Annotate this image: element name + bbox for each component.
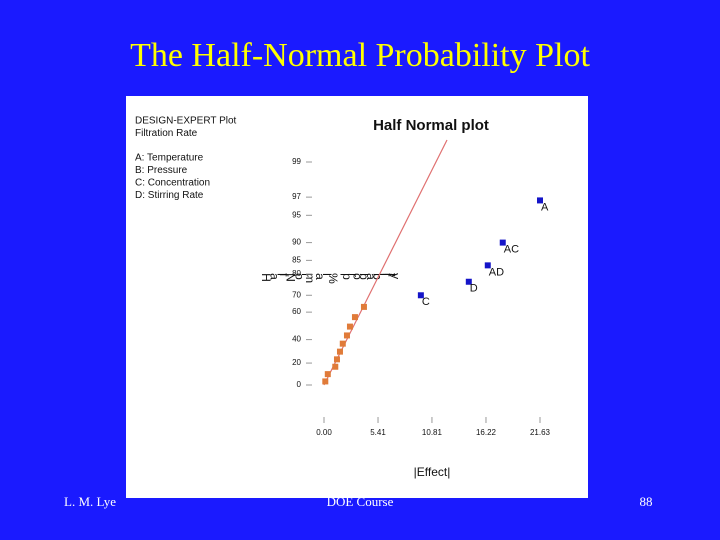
point-label: AD (489, 266, 504, 278)
point-label: C (422, 296, 430, 308)
point (339, 340, 346, 347)
y-tick-label: 99 (292, 157, 301, 166)
point (537, 197, 543, 204)
point-label: AC (504, 244, 519, 256)
point (417, 292, 424, 299)
y-tick-label: 20 (292, 358, 301, 367)
point-label: A (541, 201, 549, 213)
point (322, 378, 329, 385)
x-axis-label: |Effect| (414, 465, 451, 479)
y-tick-label: 97 (292, 192, 301, 201)
footer-left: L. M. Lye (64, 494, 116, 509)
legend-note: Filtration Rate (135, 128, 198, 139)
legend-note: A: Temperature (135, 153, 204, 164)
chart-panel (126, 96, 588, 498)
x-tick-label: 10.81 (422, 428, 443, 437)
legend-note: C: Concentration (135, 178, 210, 189)
point (351, 314, 358, 321)
y-tick-label: 90 (292, 238, 301, 247)
y-tick-label: 95 (292, 210, 301, 219)
slide-title: The Half-Normal Probability Plot (130, 37, 590, 74)
point (360, 303, 367, 310)
y-tick-label: 40 (292, 335, 301, 344)
footer-center: DOE Course (327, 494, 394, 509)
point (332, 363, 339, 370)
footer-right: 88 (640, 494, 653, 509)
x-tick-label: 16.22 (476, 428, 497, 437)
y-tick-label: 80 (292, 269, 301, 278)
y-tick-label: 0 (297, 380, 302, 389)
legend-note: DESIGN-EXPERT Plot (135, 116, 237, 127)
x-tick-label: 5.41 (370, 428, 386, 437)
point (324, 371, 331, 378)
y-axis-label: Half Normal % probability (259, 273, 403, 284)
legend-note: D: Stirring Rate (135, 190, 204, 201)
y-tick-label: 60 (292, 307, 301, 316)
y-tick-label: 70 (292, 290, 301, 299)
point (333, 356, 340, 363)
point (499, 239, 506, 246)
legend-note: B: Pressure (135, 165, 188, 176)
x-tick-label: 21.63 (530, 428, 551, 437)
y-tick-label: 85 (292, 255, 301, 264)
point (346, 323, 353, 330)
x-tick-label: 0.00 (316, 428, 332, 437)
point (336, 348, 343, 355)
point (484, 262, 491, 269)
chart-title: Half Normal plot (373, 117, 489, 134)
point (343, 332, 350, 339)
point-label: D (470, 283, 478, 295)
point (465, 278, 472, 285)
